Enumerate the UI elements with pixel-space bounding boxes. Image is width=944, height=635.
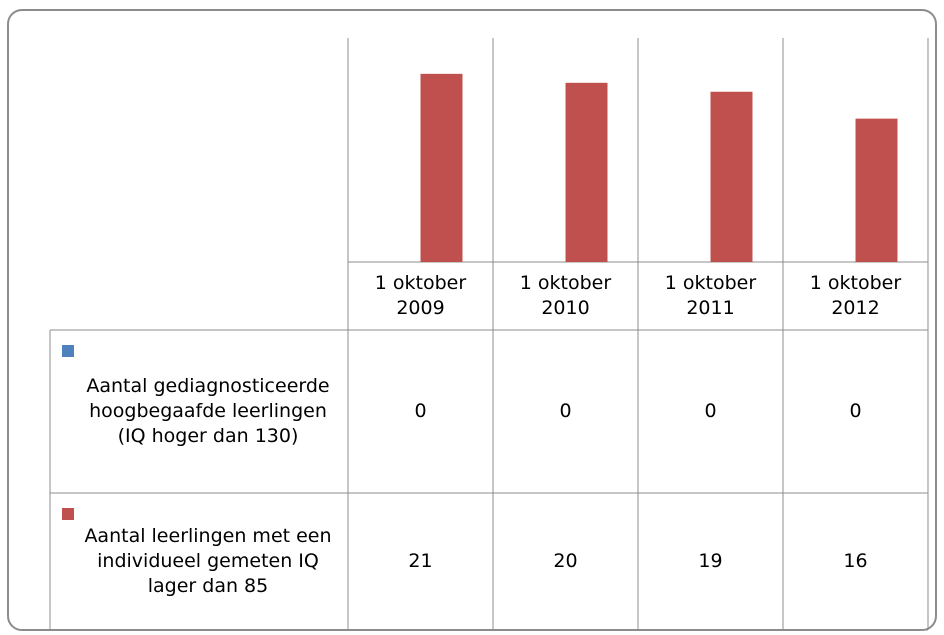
table-value: 0 — [849, 400, 862, 422]
category-label: 1 oktober 2009 — [374, 272, 467, 319]
category-label: 1 oktober 2012 — [809, 272, 902, 319]
bar — [420, 73, 463, 262]
legend-label: Aantal leerlingen met een individueel ge… — [84, 525, 332, 597]
table-value: 19 — [698, 550, 723, 572]
bar — [710, 91, 753, 262]
bar — [855, 118, 898, 262]
table-value: 16 — [843, 550, 868, 572]
table-value: 20 — [553, 550, 578, 572]
table-value: 0 — [704, 400, 717, 422]
legend-swatch — [62, 508, 74, 520]
category-label: 1 oktober 2011 — [664, 272, 757, 319]
legend-swatch — [62, 345, 74, 357]
table-value: 0 — [559, 400, 572, 422]
legend-label: Aantal gediagnosticeerde hoogbegaafde le… — [86, 375, 330, 447]
table-value: 0 — [414, 400, 427, 422]
category-label: 1 oktober 2010 — [519, 272, 612, 319]
bar — [565, 82, 608, 262]
table-value: 21 — [408, 550, 433, 572]
